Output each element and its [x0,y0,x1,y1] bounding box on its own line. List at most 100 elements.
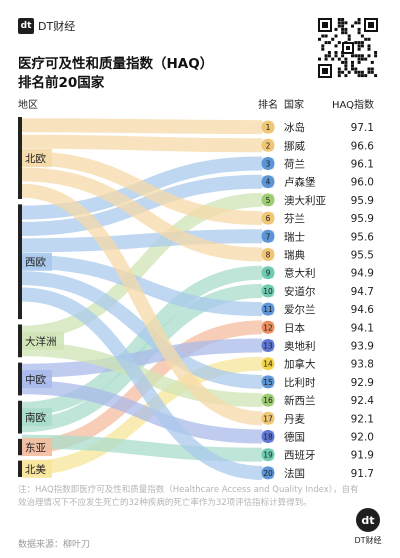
haq-value: 95.6 [351,231,375,243]
rank-badge-8 [261,248,275,261]
haq-value: 92.4 [351,395,375,407]
haq-value: 95.9 [351,213,374,225]
haq-value: 96.1 [351,159,374,171]
rank-number: 6 [266,214,271,223]
qr-module [370,70,374,74]
rank-badge-16 [261,393,275,407]
sankey-link-5 [21,192,263,340]
country-name: 挪威 [284,139,305,152]
qr-module [357,47,361,51]
qr-code [316,16,380,80]
country-name: 澳大利亚 [284,194,326,207]
region-label-bg-大洋洲 [22,331,64,350]
rank-badge-3 [261,157,275,170]
country-name: 奥地利 [284,340,316,353]
sankey-link-17 [21,183,263,426]
qr-module [337,67,341,71]
qr-module [367,70,371,74]
qr-module [351,24,354,28]
qr-module [357,54,361,58]
rank-number: 10 [263,287,273,296]
qr-module [357,70,361,74]
qr-module [374,74,378,78]
qr-module [357,60,361,64]
rank-badge-18 [261,430,275,443]
qr-module [354,21,358,25]
rank-number: 15 [263,378,273,387]
haq-value: 94.1 [351,322,374,334]
region-label: 北美 [25,463,46,476]
country-name: 比利时 [284,376,316,389]
qr-module [346,46,350,50]
haq-value: 92.0 [351,432,374,444]
rank-badge-17 [261,411,275,425]
qr-module [360,44,364,48]
qr-module [334,34,338,38]
rank-number: 1 [266,123,271,132]
qr-module [321,47,325,51]
sankey-link-2 [21,134,263,153]
qr-module [351,67,354,71]
chart-title-line2: 排名前20国家 [18,75,105,91]
haq-value: 94.9 [351,268,374,280]
qr-module [341,70,345,74]
qr-module [334,27,338,31]
region-bar-东亚 [18,438,22,456]
rank-number: 18 [263,433,273,442]
rank-badge-9 [261,266,275,280]
footnote: 注：HAQ指数即医疗可及性和质量指数（Healthcare Access and… [18,485,359,508]
qr-module [344,31,348,35]
rank-badge-6 [261,211,275,225]
chart-title-line1: 医疗可及性和质量指数（HAQ） [18,56,214,72]
rank-number: 12 [263,323,273,332]
qr-module [354,54,358,58]
sankey-link-15 [21,271,263,389]
rank-badge-12 [261,320,275,334]
qr-module [351,64,354,68]
region-label-bg-西欧 [22,252,52,271]
qr-module [357,57,361,61]
qr-module [357,41,361,45]
country-name: 卢森堡 [284,176,316,189]
region-bar-北欧 [18,117,22,199]
left-header: 地区 [18,98,38,111]
qr-module [341,60,345,64]
qr-module [331,57,335,61]
qr-module [324,34,328,38]
country-name: 安道尔 [284,285,316,298]
qr-module [344,74,348,78]
logo-mark: dt [18,18,34,34]
haq-value: 91.7 [351,468,374,480]
country-name: 冰岛 [284,121,305,134]
rank-badge-5 [261,193,275,207]
rank-number: 16 [263,396,273,405]
qr-module [367,67,371,71]
haq-value: 95.5 [351,250,374,262]
footer-brand-name: DT财经 [354,536,382,545]
rank-number: 19 [263,451,273,460]
rank-number: 2 [266,141,271,150]
qr-module [360,57,364,61]
qr-module [337,70,341,74]
qr-module [334,44,338,48]
sankey-link-13 [21,338,263,378]
qr-module [344,57,348,61]
country-name: 新西兰 [284,394,316,407]
rank-badge-13 [261,339,275,352]
rank-number: 17 [263,414,273,423]
region-label-bg-北美 [22,459,52,478]
sankey-link-1 [21,118,263,135]
brand-name: DT财经 [38,20,76,33]
country-name: 加拿大 [284,358,316,371]
sankey-link-9 [21,265,263,416]
rank-number: 4 [266,178,271,187]
qr-module [327,51,331,54]
qr-module [331,37,335,41]
qr-module [354,70,358,74]
qr-module [341,27,345,31]
qr-module [370,60,374,64]
region-label-bg-北欧 [22,149,52,167]
qr-module [344,67,348,71]
haq-value: 94.7 [351,286,374,298]
